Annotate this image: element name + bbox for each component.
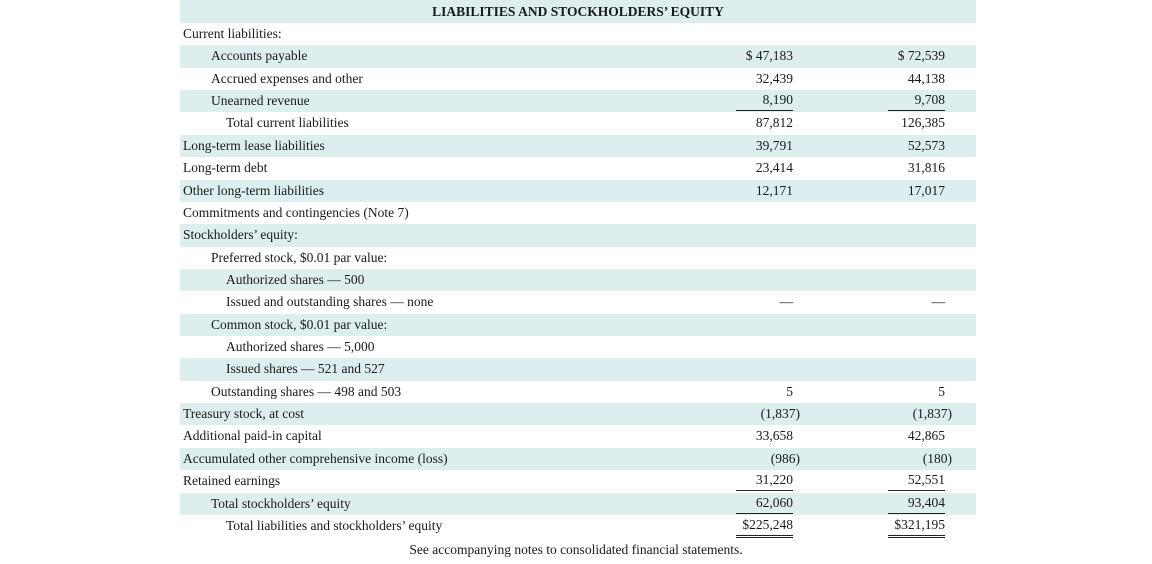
table-row: Authorized shares — 500 [180, 268, 976, 292]
footnote: See accompanying notes to consolidated f… [409, 542, 743, 557]
row-label: Current liabilities: [183, 26, 282, 41]
table-row: Authorized shares — 5,000 [180, 336, 976, 358]
row-value: 52,551 [888, 470, 945, 492]
row-label: Issued shares — 521 and 527 [226, 361, 385, 377]
row-value: $ 47,183 [745, 48, 793, 64]
row-label: Treasury stock, at cost [183, 406, 304, 422]
row-label: Authorized shares — 5,000 [226, 339, 375, 355]
row-label: Total liabilities and stockholders’ equi… [226, 517, 443, 533]
row-label: Additional paid-in capital [183, 428, 322, 444]
table-row: Commitments and contingencies (Note 7) [180, 202, 976, 224]
row-value: 33,658 [755, 428, 793, 444]
table-row: Long-term lease liabilities 39,791 52,573 [180, 134, 976, 158]
table-row: Issued and outstanding shares — none — — [180, 291, 976, 313]
row-label: Preferred stock, $0.01 par value: [211, 249, 388, 265]
table-row: Outstanding shares — 498 and 503 5 5 [180, 381, 976, 403]
row-value: 126,385 [901, 115, 945, 131]
table-row: Issued shares — 521 and 527 [180, 358, 976, 381]
table-row: Accumulated other comprehensive income (… [180, 447, 976, 471]
row-label: Total stockholders’ equity [211, 495, 351, 511]
row-value: (1,837) [760, 406, 800, 422]
row-value: 87,812 [755, 115, 793, 131]
row-value: (180) [922, 450, 952, 466]
row-value: 12,171 [755, 182, 793, 198]
table-row: Other long-term liabilities 12,171 17,017 [180, 179, 976, 202]
row-value: — [779, 294, 794, 310]
row-value: 5 [786, 383, 793, 399]
row-label: Authorized shares — 500 [226, 271, 365, 287]
row-value: 31,816 [907, 160, 945, 176]
row-value: 44,138 [907, 70, 945, 86]
table-row: Total stockholders’ equity 62,060 93,404 [180, 492, 976, 515]
table-row: Additional paid-in capital 33,658 42,865 [180, 425, 976, 447]
row-label: Unearned revenue [211, 93, 310, 109]
row-value: 23,414 [755, 160, 793, 176]
row-label: Accounts payable [211, 48, 308, 64]
table-row: Unearned revenue 8,190 9,708 [180, 90, 976, 113]
table-row: Common stock, $0.01 par value: [180, 313, 976, 337]
row-label: Issued and outstanding shares — none [226, 294, 434, 310]
row-value: — [931, 294, 946, 310]
row-value: (1,837) [912, 406, 952, 422]
table-row: Stockholders’ equity: [180, 224, 976, 247]
table-row: Preferred stock, $0.01 par value: [180, 247, 976, 269]
row-label: Commitments and contingencies (Note 7) [183, 204, 409, 220]
row-label: Total current liabilities [226, 115, 349, 131]
row-value: 32,439 [755, 70, 793, 86]
row-value: (986) [770, 450, 800, 466]
row-label: Stockholders’ equity: [183, 227, 298, 243]
row-value: 5 [938, 383, 945, 399]
row-label: Common stock, $0.01 par value: [211, 316, 388, 332]
row-label: Other long-term liabilities [183, 182, 324, 198]
table-row: Retained earnings 31,220 52,551 [180, 470, 976, 492]
row-value: 93,404 [888, 493, 945, 514]
table-row: Current liabilities: [180, 23, 976, 45]
row-value: 17,017 [907, 182, 945, 198]
row-value: $321,195 [888, 515, 945, 538]
row-value: 52,573 [907, 137, 945, 153]
row-label: Retained earnings [183, 473, 281, 489]
table-row: Accounts payable $ 47,183 $ 72,539 [180, 45, 976, 68]
table-title: LIABILITIES AND STOCKHOLDERS’ EQUITY [180, 0, 976, 23]
table-row: Long-term debt 23,414 31,816 [180, 157, 976, 179]
row-label: Outstanding shares — 498 and 503 [211, 383, 402, 399]
row-label: Long-term debt [183, 160, 268, 176]
table-row: Total current liabilities 87,812 126,385 [180, 112, 976, 134]
table-row: Treasury stock, at cost (1,837) (1,837) [180, 403, 976, 426]
row-value: 42,865 [907, 428, 945, 444]
row-value: 62,060 [736, 493, 793, 514]
row-value: $225,248 [736, 515, 793, 538]
row-value: $ 72,539 [897, 48, 945, 64]
row-label: Long-term lease liabilities [183, 137, 325, 153]
table-row: Accrued expenses and other 32,439 44,138 [180, 68, 976, 90]
table-row: Total liabilities and stockholders’ equi… [180, 515, 976, 538]
row-value: 39,791 [755, 137, 793, 153]
row-label: Accrued expenses and other [211, 70, 363, 86]
row-value: 9,708 [888, 90, 945, 112]
row-label: Accumulated other comprehensive income (… [183, 450, 448, 466]
row-value: 8,190 [736, 90, 793, 112]
row-value: 31,220 [736, 470, 793, 492]
